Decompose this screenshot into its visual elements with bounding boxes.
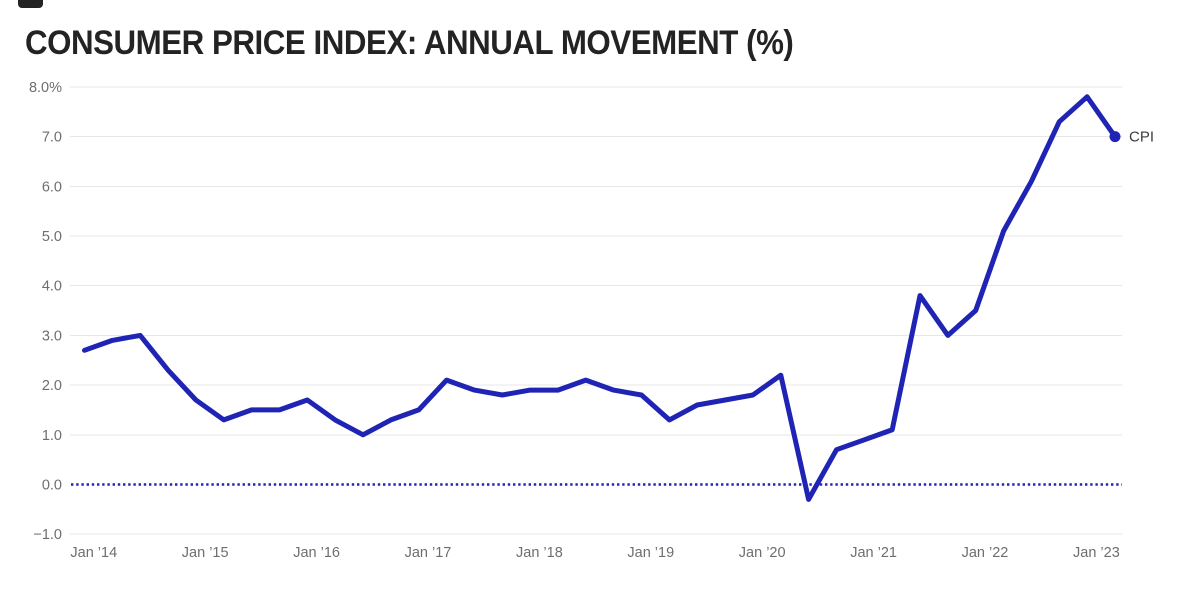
x-tick-label: Jan ’20 — [739, 545, 786, 561]
y-tick-label: 7.0 — [42, 130, 62, 146]
y-tick-label: −1.0 — [33, 527, 62, 543]
cpi-series-line — [82, 94, 1118, 502]
x-tick-label: Jan ’16 — [293, 545, 340, 561]
y-tick-label: 3.0 — [42, 328, 62, 344]
x-tick-label: Jan ’17 — [405, 545, 452, 561]
cropped-page-element — [18, 0, 43, 8]
x-tick-label: Jan ’22 — [962, 545, 1009, 561]
y-tick-label: 5.0 — [42, 229, 62, 245]
x-tick-label: Jan ’23 — [1073, 545, 1120, 561]
x-tick-label: Jan ’15 — [182, 545, 229, 561]
y-tick-label: 2.0 — [42, 378, 62, 394]
series-end-dot — [1109, 131, 1121, 143]
y-tick-label: 0.0 — [42, 478, 62, 494]
y-tick-label: 8.0% — [29, 80, 62, 96]
x-tick-label: Jan ’18 — [516, 545, 563, 561]
x-tick-label: Jan ’19 — [627, 545, 674, 561]
x-tick-label: Jan ’21 — [850, 545, 897, 561]
chart-title: CONSUMER PRICE INDEX: ANNUAL MOVEMENT (%… — [25, 24, 794, 62]
y-tick-label: 4.0 — [42, 279, 62, 295]
x-tick-label: Jan ’14 — [70, 545, 117, 561]
series-end-label: CPI — [1129, 129, 1154, 146]
y-tick-label: 6.0 — [42, 179, 62, 195]
y-tick-label: 1.0 — [42, 428, 62, 444]
